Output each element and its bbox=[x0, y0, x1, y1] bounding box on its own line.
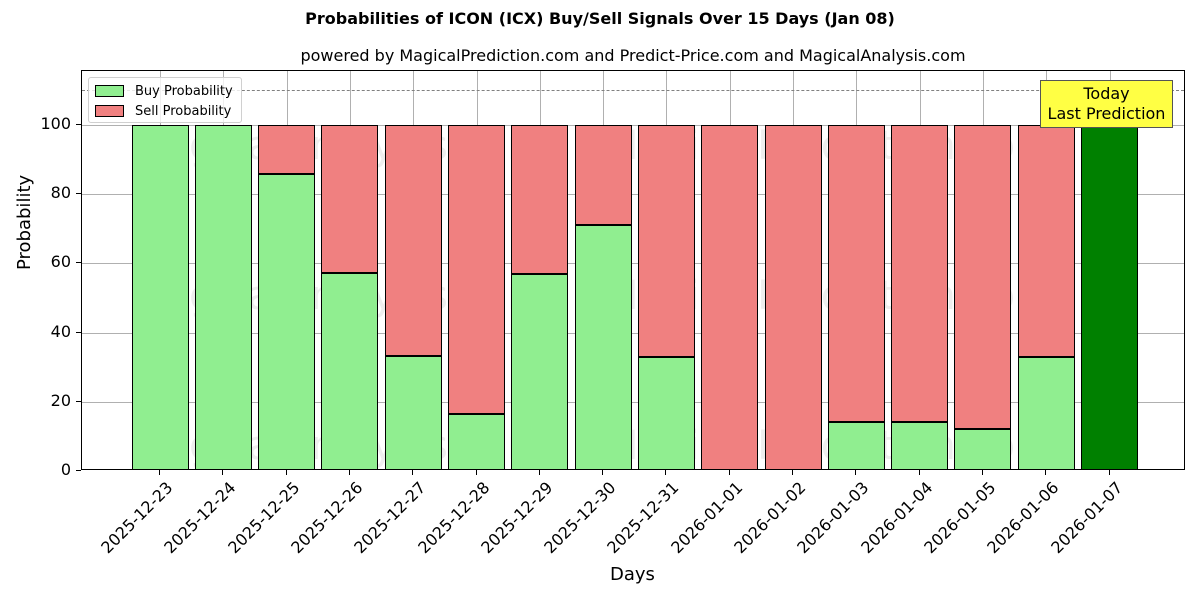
y-tick-mark bbox=[76, 400, 81, 402]
x-axis-title: Days bbox=[610, 564, 655, 585]
bar-buy bbox=[637, 356, 695, 469]
y-axis-title: Probability bbox=[14, 174, 35, 270]
bar-buy bbox=[574, 224, 632, 469]
x-tick-mark bbox=[1045, 470, 1047, 475]
bar-sell bbox=[764, 124, 822, 469]
chart-title: Probabilities of ICON (ICX) Buy/Sell Sig… bbox=[305, 9, 895, 28]
legend-item-sell: Sell Probability bbox=[95, 102, 231, 120]
bar-buy bbox=[194, 124, 252, 469]
x-tick-mark bbox=[792, 470, 793, 475]
bar-sell bbox=[511, 124, 569, 274]
gridline-horizontal bbox=[82, 194, 1184, 196]
gridline-horizontal bbox=[82, 332, 1184, 334]
gridline-horizontal bbox=[82, 401, 1184, 403]
x-tick-mark bbox=[222, 470, 224, 475]
legend: Buy Probability Sell Probability bbox=[88, 77, 242, 123]
y-tick-mark bbox=[76, 262, 81, 264]
legend-label-sell: Sell Probability bbox=[135, 103, 232, 119]
bar-buy bbox=[827, 421, 885, 469]
x-tick-mark bbox=[538, 470, 540, 475]
bar-sell bbox=[827, 124, 885, 422]
bar-sell bbox=[258, 124, 316, 175]
y-tick-mark bbox=[76, 123, 81, 125]
bar-sell bbox=[448, 124, 505, 414]
x-tick-mark bbox=[159, 470, 160, 475]
y-tick-label: 0 bbox=[60, 460, 71, 479]
bar-sell bbox=[701, 124, 759, 469]
x-tick-mark bbox=[475, 470, 477, 475]
bar-sell bbox=[574, 124, 632, 225]
bar-buy bbox=[448, 413, 505, 469]
y-tick-label: 60 bbox=[50, 252, 71, 272]
bar-buy bbox=[131, 124, 189, 469]
sell-swatch-icon bbox=[95, 105, 124, 117]
x-tick-mark bbox=[602, 470, 604, 475]
today-annotation: Today Last Prediction bbox=[1040, 80, 1173, 128]
chart-subtitle: powered by MagicalPrediction.com and Pre… bbox=[300, 46, 966, 65]
annotation-line-1: Today bbox=[1083, 84, 1130, 103]
y-tick-mark bbox=[76, 470, 81, 471]
y-tick-mark bbox=[76, 193, 81, 195]
bar-buy bbox=[954, 429, 1012, 469]
x-tick-mark bbox=[412, 470, 414, 475]
x-tick-mark bbox=[665, 470, 667, 475]
x-tick-mark bbox=[981, 470, 983, 475]
plot-area: MagicalAnalysis.comMagicalPrediction.com… bbox=[81, 70, 1185, 470]
bar-sell bbox=[321, 124, 379, 274]
legend-item-buy: Buy Probability bbox=[95, 82, 233, 100]
x-tick-mark bbox=[728, 470, 730, 475]
x-tick-mark bbox=[285, 470, 287, 475]
bar-sell bbox=[384, 124, 442, 356]
y-tick-label: 80 bbox=[50, 183, 71, 203]
x-tick-mark bbox=[855, 470, 857, 475]
x-tick-mark bbox=[348, 470, 350, 475]
y-tick-mark bbox=[76, 331, 81, 333]
x-tick-mark bbox=[918, 470, 920, 475]
bar-sell bbox=[637, 124, 695, 357]
bar-sell bbox=[1017, 124, 1075, 357]
bar-buy bbox=[1017, 356, 1075, 469]
bar-today bbox=[1081, 124, 1138, 469]
reference-line-dashed bbox=[82, 90, 1184, 92]
x-tick-mark bbox=[1108, 470, 1110, 475]
bar-sell bbox=[954, 124, 1012, 430]
gridline-horizontal bbox=[82, 263, 1184, 265]
y-tick-label: 40 bbox=[50, 321, 71, 341]
gridline-horizontal bbox=[82, 124, 1184, 126]
bar-buy bbox=[891, 421, 949, 469]
bar-buy bbox=[258, 174, 316, 469]
annotation-line-2: Last Prediction bbox=[1047, 104, 1166, 123]
legend-label-buy: Buy Probability bbox=[135, 83, 233, 99]
bar-buy bbox=[511, 273, 569, 469]
bar-buy bbox=[321, 273, 379, 469]
bar-sell bbox=[891, 124, 949, 422]
buy-swatch-icon bbox=[95, 85, 124, 97]
bar-buy bbox=[384, 355, 442, 469]
y-tick-label: 20 bbox=[50, 390, 71, 410]
y-tick-label: 100 bbox=[40, 113, 71, 133]
